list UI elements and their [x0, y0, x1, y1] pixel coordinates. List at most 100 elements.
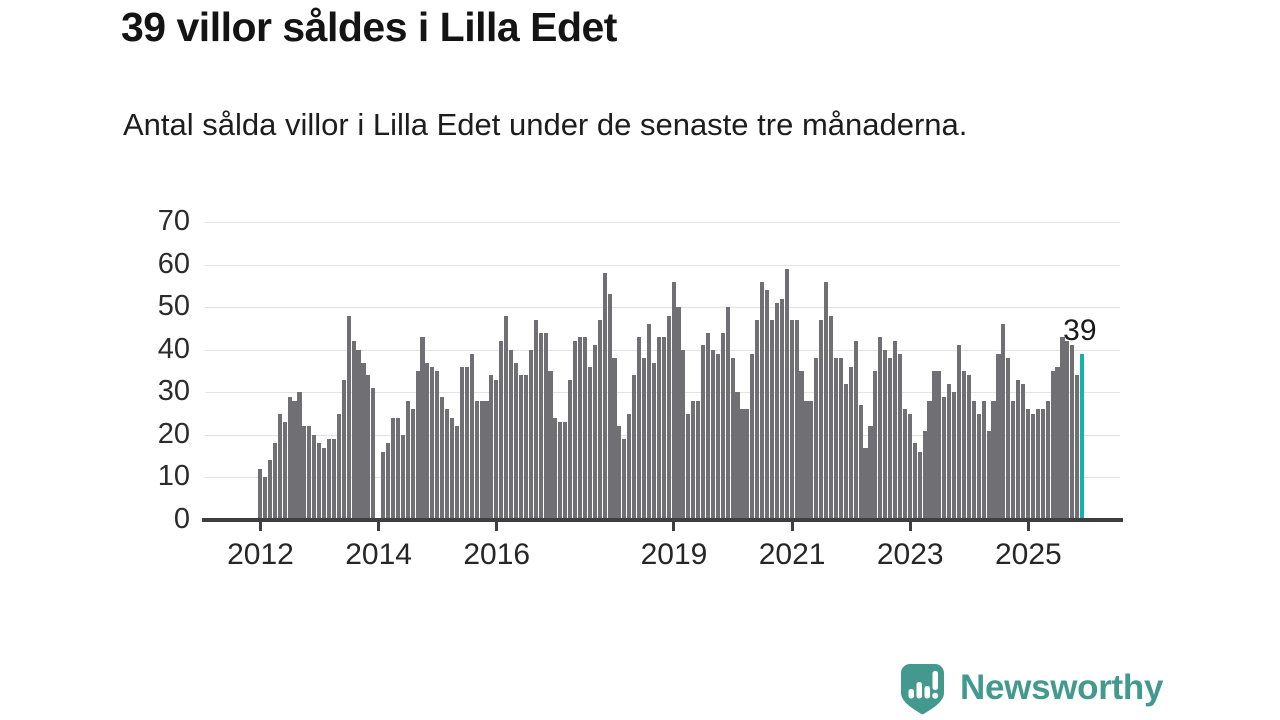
bar: [577, 336, 583, 520]
bar: [331, 439, 336, 520]
bar: [582, 336, 588, 520]
bar: [750, 353, 755, 520]
gridline: [205, 307, 1120, 309]
bar: [853, 341, 858, 520]
bar: [976, 413, 981, 520]
bar: [518, 375, 524, 520]
bar: [258, 468, 263, 520]
bar: [957, 345, 962, 520]
newsworthy-logo: Newsworthy: [896, 660, 1163, 715]
bar: [523, 375, 528, 520]
bar: [366, 375, 371, 520]
bar: [479, 400, 484, 520]
bar: [779, 298, 784, 520]
bar: [863, 447, 868, 520]
chart-subtitle: Antal sålda villor i Lilla Edet under de…: [123, 107, 968, 142]
y-axis-tick-label: 30: [157, 375, 190, 408]
bar: [986, 430, 991, 520]
gridline: [205, 222, 1120, 223]
bar: [607, 294, 612, 520]
bar: [489, 375, 494, 520]
bar: [720, 332, 725, 520]
bar: [558, 422, 563, 520]
bar: [538, 332, 543, 520]
bar: [563, 422, 568, 520]
y-axis-tick-label: 20: [157, 417, 190, 450]
bar: [282, 422, 287, 520]
bar: [435, 371, 440, 520]
bar: [838, 358, 843, 520]
bar: [883, 349, 888, 520]
bar: [312, 434, 317, 520]
bar: [272, 443, 277, 520]
bar: [873, 371, 878, 520]
bar: [459, 366, 464, 520]
bar: [513, 362, 519, 520]
bar: [804, 400, 809, 520]
bar: [765, 290, 770, 520]
bar: [410, 409, 415, 520]
x-axis-tick-label: 2025: [995, 538, 1062, 571]
bar: [430, 366, 435, 520]
x-axis-tick-label: 2012: [227, 538, 294, 571]
bar: [646, 324, 651, 520]
gridline: [205, 264, 1120, 266]
bar: [469, 353, 474, 520]
highlight-value-label: 39: [1063, 313, 1097, 347]
bar: [745, 409, 750, 520]
bar: [622, 439, 627, 520]
bar: [568, 379, 573, 520]
bar: [701, 345, 706, 520]
bar: [573, 341, 578, 520]
bar: [888, 358, 893, 520]
bar: [814, 358, 819, 520]
bar: [632, 375, 637, 520]
bar: [824, 281, 829, 520]
bar: [991, 400, 996, 520]
bar: [1025, 409, 1031, 520]
bar: [533, 319, 538, 520]
bar: [543, 332, 548, 520]
bar: [420, 336, 425, 520]
bar: [528, 349, 533, 520]
y-axis-tick-label: 10: [157, 460, 190, 493]
bar: [740, 409, 745, 520]
bar: [326, 439, 332, 520]
bar: [612, 358, 617, 520]
y-axis-tick-label: 0: [173, 503, 190, 535]
bar: [548, 371, 553, 520]
bar: [641, 358, 647, 520]
bar: [942, 396, 947, 520]
bar: [1016, 379, 1021, 520]
bar: [499, 341, 504, 520]
x-axis-tick: [495, 522, 499, 531]
x-axis-line: [202, 518, 1123, 522]
bar: [755, 319, 760, 520]
bar: [440, 396, 445, 520]
bar: [381, 451, 386, 520]
bar: [651, 362, 656, 520]
bar: [902, 409, 907, 520]
logo-bar-medium: [924, 686, 930, 699]
bar: [474, 400, 479, 520]
logo-exclamation-dot: [932, 692, 939, 699]
bar: [321, 447, 327, 520]
bar: [449, 417, 455, 520]
bar: [868, 426, 873, 520]
bar: [592, 345, 597, 520]
bar: [961, 371, 967, 520]
bar: [1050, 371, 1055, 520]
bar: [981, 400, 986, 520]
bar: [952, 392, 957, 520]
bar-series: [258, 222, 1085, 520]
bar: [833, 358, 839, 520]
bar: [784, 268, 789, 520]
bar: [602, 273, 607, 520]
bar: [371, 388, 376, 520]
x-axis-tick-label: 2021: [758, 538, 826, 571]
bar: [725, 307, 730, 520]
bar: [848, 366, 853, 520]
bar: [907, 413, 912, 520]
bar: [494, 379, 499, 520]
